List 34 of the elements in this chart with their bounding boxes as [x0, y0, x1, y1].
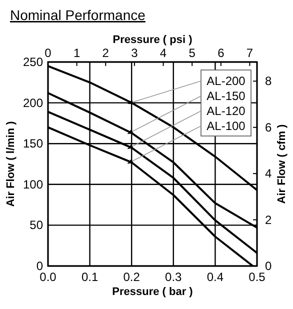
- y2-tick-label: 8: [265, 74, 272, 88]
- x-axis-title: Pressure ( bar ): [112, 286, 194, 298]
- x-tick-label: 0.0: [40, 270, 57, 284]
- y-tick-label: 50: [30, 218, 44, 232]
- x2-axis-title: Pressure ( psi ): [112, 34, 193, 46]
- x2-tick-label: 3: [131, 46, 138, 60]
- x2-tick-label: 1: [73, 46, 80, 60]
- text: AL-200: [206, 74, 246, 88]
- x-tick-label: 0.2: [123, 270, 140, 284]
- text: AL-150: [206, 89, 246, 103]
- y2-tick-label: 4: [265, 166, 272, 181]
- y2-tick-label: 0: [265, 259, 272, 273]
- x-tick-label: 0.3: [165, 270, 182, 284]
- y-tick-label: 150: [22, 136, 44, 151]
- x-tick-label: 0.1: [81, 270, 98, 284]
- x2-tick-label: 5: [188, 46, 196, 60]
- x2-tick-label: 4: [160, 46, 167, 60]
- x2-tick-label: 2: [102, 46, 110, 60]
- y-axis-title: Air Flow ( l/min ): [5, 120, 17, 207]
- y-tick-label: 200: [22, 96, 44, 110]
- y2-axis-title: Air Flow ( cfm ): [276, 124, 288, 204]
- x-tick-label: 0.4: [206, 270, 224, 284]
- x-tick-label: 0.5: [248, 270, 266, 284]
- y-tick-label: 100: [22, 177, 44, 192]
- y-tick-label: 0: [36, 259, 44, 273]
- y-tick-label: 250: [22, 55, 44, 69]
- text: AL-120: [206, 104, 246, 118]
- chart-title: Nominal Performance: [10, 7, 146, 23]
- x2-tick-label: 0: [44, 46, 52, 60]
- text: AL-100: [206, 119, 246, 133]
- y2-tick-label: 6: [265, 120, 272, 134]
- x2-tick-label: 6: [218, 46, 225, 60]
- y2-tick-label: 2: [265, 212, 272, 227]
- x2-tick-label: 7: [246, 46, 254, 60]
